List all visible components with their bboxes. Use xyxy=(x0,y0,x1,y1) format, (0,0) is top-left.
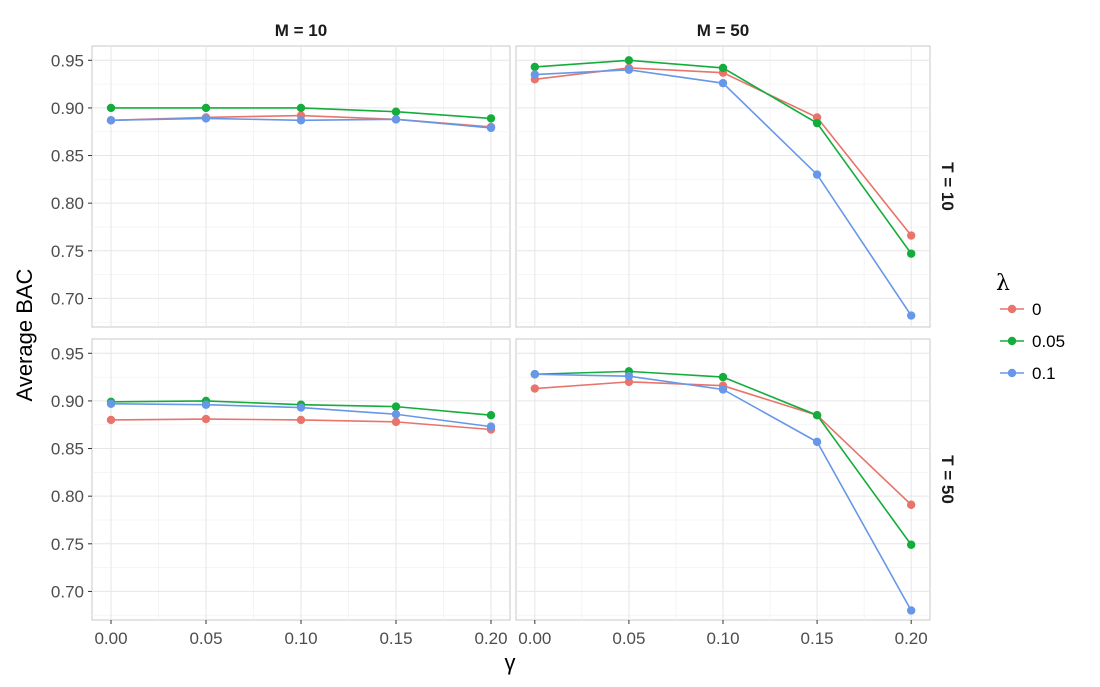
legend-key-point xyxy=(1007,336,1017,346)
data-point-lambda-0.1 xyxy=(201,400,211,409)
data-point-lambda-0.1 xyxy=(718,78,728,88)
data-point-lambda-0.05 xyxy=(391,402,401,411)
data-point-lambda-0.1 xyxy=(106,116,116,125)
legend-title: λ xyxy=(996,271,1010,296)
facet-column-label: M = 50 xyxy=(697,21,749,40)
data-point-lambda-0.1 xyxy=(201,114,211,123)
data-point-lambda-0.1 xyxy=(106,399,116,408)
data-point-lambda-0.1 xyxy=(906,311,916,320)
strips-layer: M = 10 M = 50 T = 10 T = 50 xyxy=(275,21,957,504)
legend: λ 0 0.05 0.1 xyxy=(996,271,1065,383)
legend-key-point xyxy=(1007,304,1017,314)
data-point-lambda-0.1 xyxy=(624,65,634,75)
data-point-lambda-0.1 xyxy=(530,70,540,79)
data-point-lambda-0.05 xyxy=(530,62,540,72)
data-point-lambda-0 xyxy=(296,415,306,425)
data-point-lambda-0.05 xyxy=(906,540,916,549)
facet-row-label: T = 10 xyxy=(938,162,957,211)
data-point-lambda-0.1 xyxy=(812,437,822,447)
legend-entry: 0.05 xyxy=(1000,332,1065,351)
data-point-lambda-0.1 xyxy=(391,410,401,419)
y-tick-label: 0.75 xyxy=(51,242,84,261)
data-point-lambda-0.05 xyxy=(718,372,728,382)
data-point-lambda-0.05 xyxy=(106,103,116,113)
legend-label: 0.05 xyxy=(1032,332,1065,351)
y-tick-label: 0.75 xyxy=(51,535,84,554)
data-point-lambda-0.05 xyxy=(718,63,728,73)
data-point-lambda-0.05 xyxy=(812,118,822,128)
x-tick-label: 0.20 xyxy=(474,629,507,648)
legend-key-point xyxy=(1007,368,1017,378)
y-tick-label: 0.70 xyxy=(51,289,84,308)
data-point-lambda-0.1 xyxy=(296,403,306,412)
y-axis-title: Average BAC xyxy=(12,268,37,401)
y-tick-label: 0.80 xyxy=(51,194,84,213)
x-tick-label: 0.10 xyxy=(706,629,739,648)
data-point-lambda-0.05 xyxy=(391,107,401,116)
data-point-lambda-0.05 xyxy=(486,114,496,123)
data-point-lambda-0.1 xyxy=(486,422,496,431)
legend-entries: 0 0.05 0.1 xyxy=(1000,300,1065,383)
legend-label: 0 xyxy=(1032,300,1041,319)
x-tick-label: 0.15 xyxy=(801,629,834,648)
x-tick-label: 0.00 xyxy=(518,629,551,648)
legend-entry: 0 xyxy=(1000,300,1041,319)
y-tick-label: 0.70 xyxy=(51,582,84,601)
legend-entry: 0.1 xyxy=(1000,364,1056,383)
y-tick-label: 0.95 xyxy=(51,344,84,363)
data-point-lambda-0 xyxy=(530,384,540,393)
data-point-lambda-0.1 xyxy=(530,370,540,379)
x-axis-title: γ xyxy=(505,650,516,675)
y-tick-label: 0.80 xyxy=(51,487,84,506)
x-tick-label: 0.15 xyxy=(379,629,412,648)
data-point-lambda-0 xyxy=(906,231,916,240)
x-tick-label: 0.20 xyxy=(895,629,928,648)
data-point-lambda-0.1 xyxy=(624,371,634,381)
y-tick-label: 0.85 xyxy=(51,147,84,166)
data-point-lambda-0.1 xyxy=(391,115,401,124)
data-point-lambda-0.1 xyxy=(906,606,916,615)
axes-layer: 0.70 0.75 0.80 0.85 0.90 0.95 0.70 0.75 0.80 0.85… xyxy=(51,51,928,648)
y-tick-label: 0.90 xyxy=(51,392,84,411)
data-point-lambda-0.1 xyxy=(718,385,728,394)
panel-r0-c1 xyxy=(515,45,931,328)
data-point-lambda-0.1 xyxy=(296,116,306,125)
data-point-lambda-0.1 xyxy=(812,170,822,179)
panel-r0-c0 xyxy=(91,45,511,328)
facet-column-label: M = 10 xyxy=(275,21,327,40)
data-point-lambda-0.05 xyxy=(624,56,634,65)
data-point-lambda-0.05 xyxy=(201,103,211,113)
panels-layer xyxy=(91,45,931,621)
panel-series-3 xyxy=(530,367,916,615)
x-tick-label: 0.05 xyxy=(189,629,222,648)
y-tick-label: 0.85 xyxy=(51,440,84,459)
data-point-lambda-0 xyxy=(106,415,116,425)
y-tick-label: 0.95 xyxy=(51,51,84,70)
y-tick-label: 0.90 xyxy=(51,99,84,118)
data-point-lambda-0.05 xyxy=(296,103,306,113)
data-point-lambda-0 xyxy=(201,414,211,424)
facet-row-label: T = 50 xyxy=(938,455,957,504)
data-point-lambda-0 xyxy=(906,500,916,509)
legend-label: 0.1 xyxy=(1032,364,1056,383)
data-point-lambda-0.1 xyxy=(486,123,496,133)
x-tick-label: 0.05 xyxy=(612,629,645,648)
x-tick-label: 0.00 xyxy=(94,629,127,648)
data-point-lambda-0.05 xyxy=(812,411,822,420)
panel-r1-c0 xyxy=(91,338,511,621)
panel-series-0 xyxy=(106,103,496,133)
x-tick-label: 0.10 xyxy=(284,629,317,648)
panel-series-1 xyxy=(530,56,916,320)
panel-series-2 xyxy=(106,396,496,434)
data-point-lambda-0.05 xyxy=(486,411,496,420)
data-point-lambda-0.05 xyxy=(906,249,916,258)
data-point-lambda-0 xyxy=(391,417,401,427)
